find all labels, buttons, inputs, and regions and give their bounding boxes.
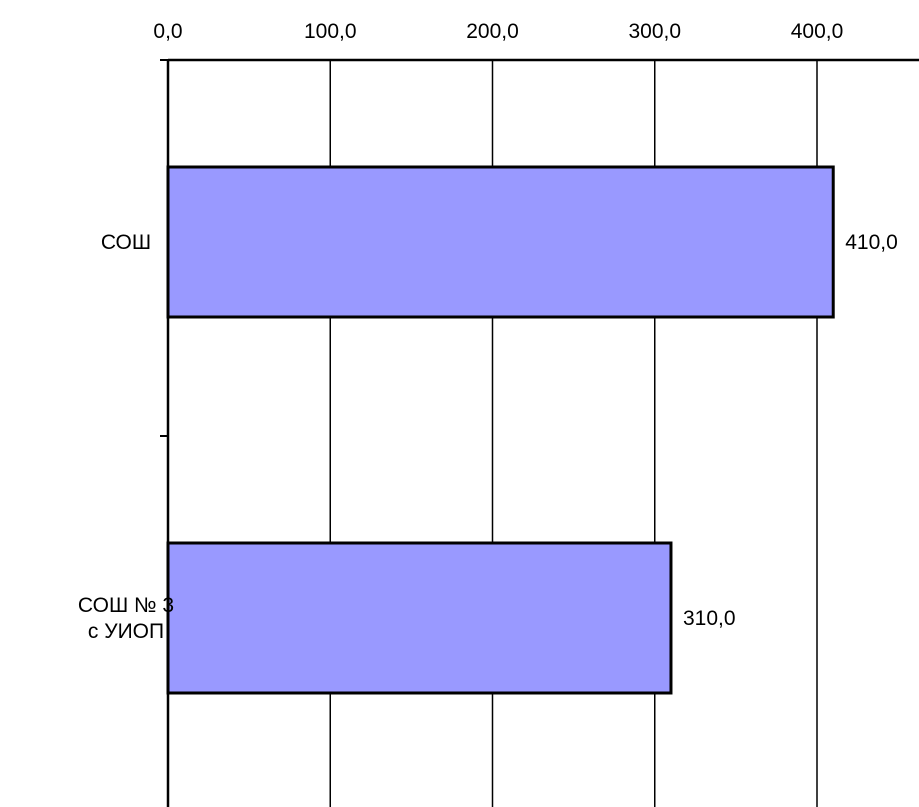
data-label: 310,0: [683, 607, 736, 630]
bar: [166, 165, 835, 319]
x-tick-label: 200,0: [466, 20, 519, 43]
data-label: 410,0: [845, 231, 898, 254]
x-tick-label: 100,0: [304, 20, 357, 43]
x-tick-label: 300,0: [628, 20, 681, 43]
x-tick-label: 0,0: [153, 20, 182, 43]
bars: [166, 165, 835, 695]
data-labels: 410,0 310,0: [683, 231, 898, 630]
bar: [166, 541, 673, 695]
x-tick-labels: 0,0 100,0 200,0 300,0 400,0: [153, 20, 843, 43]
axes: [160, 58, 919, 807]
category-label: СОШ: [101, 231, 151, 254]
x-tick-label: 400,0: [791, 20, 844, 43]
